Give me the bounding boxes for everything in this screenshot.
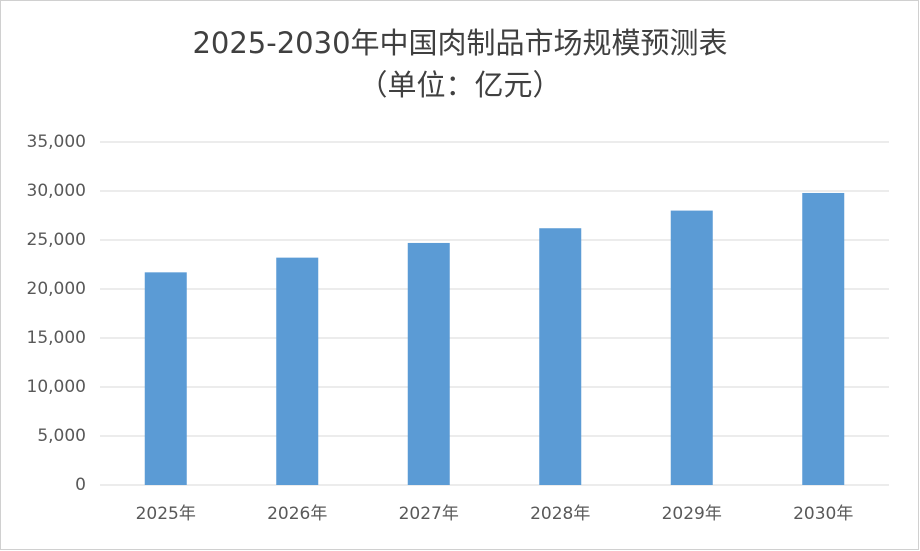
bar (407, 242, 450, 485)
x-tick-label: 2029年 (662, 504, 722, 524)
y-tick-label: 0 (75, 475, 86, 495)
chart-title: 2025-2030年中国肉制品市场规模预测表 (192, 26, 727, 60)
x-tick-label: 2030年 (793, 504, 853, 524)
x-tick-label: 2026年 (267, 504, 327, 524)
y-tick-label: 10,000 (27, 377, 86, 397)
y-tick-label: 20,000 (27, 279, 86, 299)
x-tick-label: 2025年 (136, 504, 196, 524)
y-tick-label: 30,000 (27, 181, 86, 201)
bar (670, 210, 713, 485)
bar (144, 272, 187, 485)
y-tick-label: 5,000 (37, 426, 86, 446)
bar (802, 192, 845, 485)
y-tick-label: 35,000 (27, 132, 86, 152)
y-tick-label: 25,000 (27, 230, 86, 250)
bar (276, 257, 319, 485)
bar (539, 228, 582, 486)
x-tick-label: 2028年 (530, 504, 590, 524)
y-tick-label: 15,000 (27, 328, 86, 348)
chart-subtitle: （单位：亿元） (358, 68, 561, 102)
x-tick-label: 2027年 (399, 504, 459, 524)
